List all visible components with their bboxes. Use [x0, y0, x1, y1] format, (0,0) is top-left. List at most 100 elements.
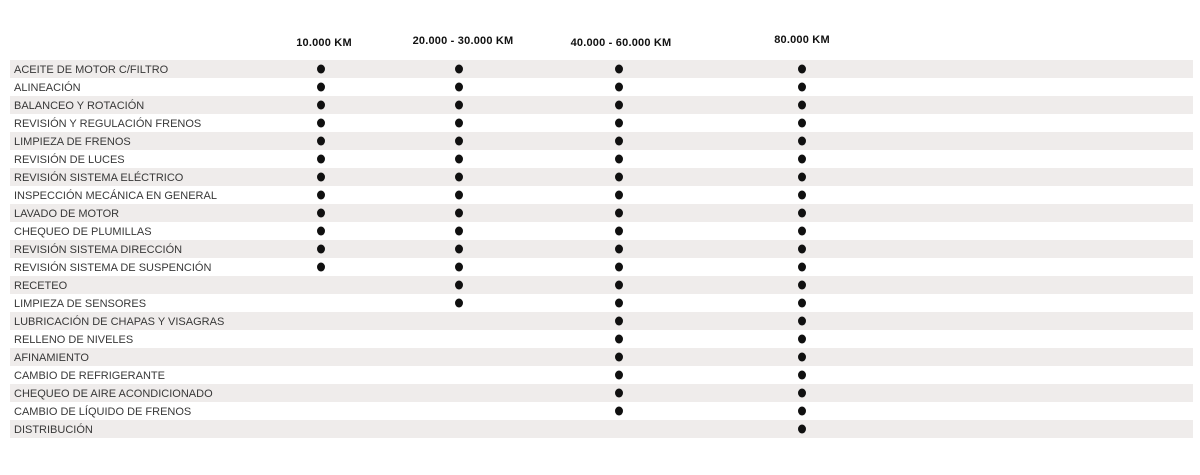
column-header-80000km: 80.000 KM [774, 34, 830, 46]
table-row: LAVADO DE MOTOR [10, 204, 1193, 222]
service-label: DISTRIBUCIÓN [14, 424, 93, 436]
service-dot [317, 118, 325, 128]
table-row: LUBRICACIÓN DE CHAPAS Y VISAGRAS [10, 312, 1193, 330]
service-dot [615, 334, 623, 344]
service-dot [798, 352, 806, 362]
table-row: ALINEACIÓN [10, 78, 1193, 96]
service-dot [455, 298, 463, 308]
service-dot [615, 352, 623, 362]
service-dot [317, 226, 325, 236]
service-dot [455, 154, 463, 164]
table-row: INSPECCIÓN MECÁNICA EN GENERAL [10, 186, 1193, 204]
service-label: REVISIÓN SISTEMA ELÉCTRICO [14, 172, 184, 184]
table-row: REVISIÓN SISTEMA ELÉCTRICO [10, 168, 1193, 186]
service-label: BALANCEO Y ROTACIÓN [14, 100, 145, 112]
service-label: LAVADO DE MOTOR [14, 208, 120, 220]
service-label: CHEQUEO DE PLUMILLAS [14, 226, 152, 238]
service-dot [615, 64, 623, 74]
service-dot [455, 226, 463, 236]
column-header-20000-30000km: 20.000 - 30.000 KM [412, 35, 514, 47]
service-dot [455, 262, 463, 272]
service-dot [615, 100, 623, 110]
service-dot [798, 100, 806, 110]
service-label: REVISIÓN DE LUCES [14, 154, 125, 166]
service-dot [798, 244, 806, 254]
service-label: REVISIÓN SISTEMA DIRECCIÓN [14, 244, 183, 256]
service-dot [615, 190, 623, 200]
service-label: RECETEO [14, 280, 68, 292]
service-dot [317, 100, 325, 110]
service-dot [317, 208, 325, 218]
service-dot [615, 388, 623, 398]
service-dot [798, 136, 806, 146]
service-dot [615, 136, 623, 146]
service-dot [615, 298, 623, 308]
service-label: AFINAMIENTO [14, 352, 89, 364]
service-dot [798, 208, 806, 218]
service-dot [798, 334, 806, 344]
service-dot [317, 64, 325, 74]
table-row: RELLENO DE NIVELES [10, 330, 1193, 348]
service-dot [615, 280, 623, 290]
service-dot [615, 406, 623, 416]
service-label: REVISIÓN Y REGULACIÓN FRENOS [14, 118, 202, 130]
service-dot [455, 100, 463, 110]
service-dot [455, 208, 463, 218]
service-dot [798, 424, 806, 434]
service-dot [317, 136, 325, 146]
service-dot [455, 190, 463, 200]
service-dot [798, 190, 806, 200]
table-row: REVISIÓN SISTEMA DIRECCIÓN [10, 240, 1193, 258]
service-label: CHEQUEO DE AIRE ACONDICIONADO [14, 388, 213, 400]
service-dot [798, 370, 806, 380]
service-dot [615, 262, 623, 272]
service-label: ALINEACIÓN [14, 82, 81, 94]
table-row: CHEQUEO DE AIRE ACONDICIONADO [10, 384, 1193, 402]
service-dot [798, 298, 806, 308]
table-row: REVISIÓN Y REGULACIÓN FRENOS [10, 114, 1193, 132]
service-dot [455, 244, 463, 254]
service-label: LUBRICACIÓN DE CHAPAS Y VISAGRAS [14, 316, 225, 328]
service-dot [615, 244, 623, 254]
table-row: DISTRIBUCIÓN [10, 420, 1193, 438]
table-row: LIMPIEZA DE SENSORES [10, 294, 1193, 312]
table-row: CHEQUEO DE PLUMILLAS [10, 222, 1193, 240]
table-row: REVISIÓN SISTEMA DE SUSPENCIÓN [10, 258, 1193, 276]
service-dot [455, 64, 463, 74]
service-dot [615, 118, 623, 128]
table-row: LIMPIEZA DE FRENOS [10, 132, 1193, 150]
service-dot [317, 154, 325, 164]
service-dot [615, 226, 623, 236]
service-label: CAMBIO DE LÍQUIDO DE FRENOS [14, 406, 192, 418]
service-dot [798, 118, 806, 128]
table-body: ACEITE DE MOTOR C/FILTRO ALINEACIÓN BALA… [10, 60, 1193, 438]
column-header-40000-60000km: 40.000 - 60.000 KM [570, 37, 672, 49]
table-row: CAMBIO DE LÍQUIDO DE FRENOS [10, 402, 1193, 420]
service-dot [615, 82, 623, 92]
service-dot [798, 262, 806, 272]
table-row: BALANCEO Y ROTACIÓN [10, 96, 1193, 114]
table-row: RECETEO [10, 276, 1193, 294]
service-dot [798, 226, 806, 236]
table-row: REVISIÓN DE LUCES [10, 150, 1193, 168]
service-dot [455, 82, 463, 92]
service-label: LIMPIEZA DE FRENOS [14, 136, 131, 148]
service-dot [317, 172, 325, 182]
service-dot [615, 154, 623, 164]
service-dot [798, 316, 806, 326]
service-dot [798, 172, 806, 182]
service-dot [798, 154, 806, 164]
service-label: REVISIÓN SISTEMA DE SUSPENCIÓN [14, 262, 212, 274]
service-label: LIMPIEZA DE SENSORES [14, 298, 147, 310]
service-dot [317, 190, 325, 200]
service-dot [798, 64, 806, 74]
table-row: CAMBIO DE REFRIGERANTE [10, 366, 1193, 384]
service-dot [798, 82, 806, 92]
service-dot [455, 118, 463, 128]
service-dot [317, 262, 325, 272]
service-dot [455, 172, 463, 182]
service-dot [615, 172, 623, 182]
service-label: CAMBIO DE REFRIGERANTE [14, 370, 165, 382]
service-dot [317, 244, 325, 254]
